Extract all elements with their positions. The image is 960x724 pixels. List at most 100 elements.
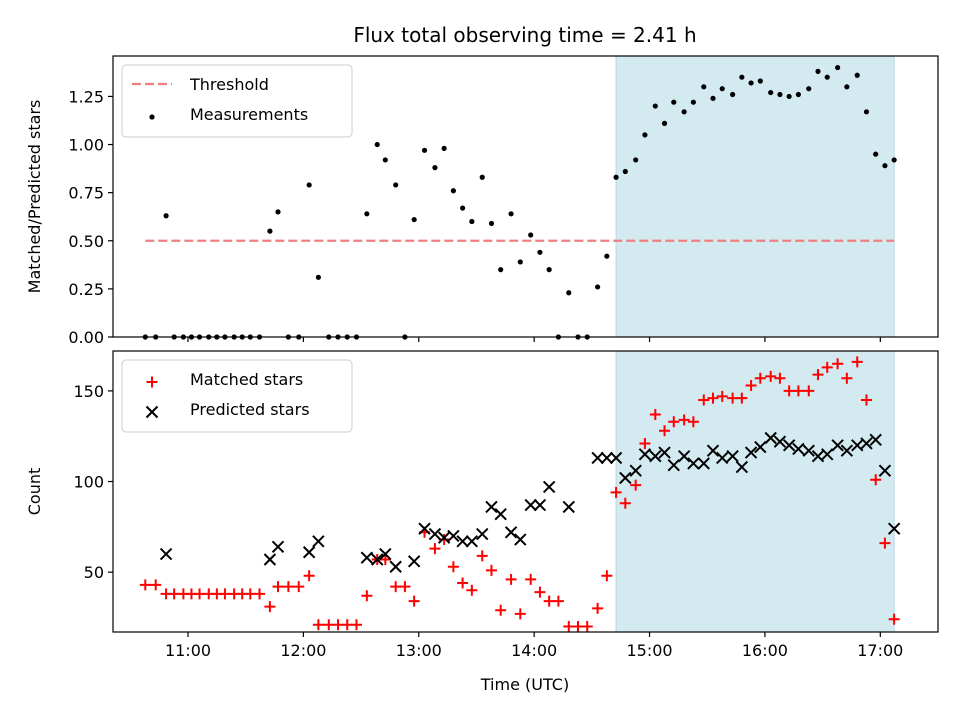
- measurement-point: [267, 228, 273, 234]
- top-legend: Threshold Measurements: [121, 64, 353, 138]
- measurement-point: [710, 95, 716, 101]
- measurement-point: [690, 99, 696, 105]
- x-tick-label: 13:00: [396, 641, 442, 660]
- predicted-star-point: [649, 449, 662, 463]
- bottom-y-tick-label: 100: [73, 473, 104, 492]
- predicted-star-point: [878, 464, 892, 477]
- panel-top: 0.00 0.25 0.50 0.75 1.00 1.25 Matched/Predicte…: [25, 55, 939, 347]
- x-tick-label: 17:00: [857, 641, 903, 660]
- top-y-tick-label: 1.25: [68, 87, 104, 106]
- predicted-star-point: [887, 522, 901, 535]
- measurement-point: [739, 74, 745, 80]
- matched-star-point: [495, 604, 507, 616]
- matched-star-point: [754, 372, 766, 384]
- bottom-y-tick-label: 150: [73, 382, 104, 401]
- top-y-tick-label: 0.00: [68, 328, 104, 347]
- matched-star-point: [821, 361, 833, 373]
- matched-star-point: [303, 570, 315, 582]
- measurement-point: [450, 188, 456, 194]
- matched-star-point: [639, 437, 651, 449]
- matched-star-point: [572, 621, 584, 633]
- panel-bottom: 50 100 150 11:00 12:00 13:00 14:00 15:00 16:00 17…: [25, 350, 939, 660]
- matched-star-point: [168, 588, 180, 600]
- x-tick-label: 15:00: [626, 641, 672, 660]
- matched-star-point: [698, 394, 710, 406]
- predicted-star-point: [677, 449, 691, 463]
- matched-star-point: [581, 621, 593, 633]
- x-tick-label: 16:00: [742, 641, 788, 660]
- measurement-point: [374, 141, 380, 148]
- measurement-point: [863, 109, 870, 115]
- x-tick-label: 14:00: [511, 641, 557, 660]
- measurement-point: [768, 89, 774, 96]
- predicted-star-point: [658, 446, 671, 459]
- measurement-point: [163, 213, 169, 219]
- matched-star-point: [707, 392, 719, 404]
- matched-star-point: [678, 414, 690, 426]
- bottom-series-1: [159, 431, 901, 573]
- matched-star-point: [139, 579, 151, 591]
- measurement-point: [652, 103, 658, 109]
- measurement-point: [891, 157, 897, 163]
- matched-star-point: [543, 595, 555, 607]
- predicted-star-point: [514, 533, 527, 546]
- matched-star-point: [194, 588, 206, 600]
- measurement-point: [835, 64, 841, 71]
- predicted-star-point: [754, 440, 767, 454]
- predicted-star-point: [407, 555, 421, 568]
- matched-star-point: [534, 586, 546, 598]
- matched-star-point: [668, 416, 680, 428]
- legend-measurement-swatch: [149, 114, 155, 120]
- measurement-point: [795, 91, 801, 98]
- measurement-point: [604, 253, 610, 259]
- matched-star-point: [870, 474, 882, 486]
- measurement-point: [786, 93, 792, 100]
- measurement-point: [411, 216, 417, 223]
- top-axes-frame: [112, 55, 939, 338]
- top-legend-box: [121, 64, 353, 138]
- predicted-star-point: [263, 553, 277, 566]
- matched-star-point: [812, 369, 824, 381]
- matched-star-point: [592, 602, 604, 614]
- bottom-y-axis-label: Count: [25, 468, 44, 516]
- matched-star-point: [619, 497, 631, 509]
- top-y-tick-label: 0.25: [68, 280, 104, 299]
- measurement-point: [498, 267, 504, 273]
- measurement-point: [748, 80, 754, 86]
- legend-label: Threshold: [189, 75, 269, 94]
- matched-star-point: [341, 619, 353, 631]
- measurement-point: [517, 259, 523, 265]
- measurement-point: [393, 182, 399, 188]
- predicted-star-point: [831, 439, 844, 452]
- measurement-point: [528, 232, 534, 238]
- matched-star-point: [408, 595, 420, 607]
- matched-star-point: [457, 577, 469, 589]
- measurement-point: [479, 174, 485, 180]
- chart-title: Flux total observing time = 2.41 h: [353, 23, 696, 47]
- predicted-star-point: [609, 451, 623, 465]
- bottom-axes-frame: [112, 350, 939, 633]
- predicted-star-point: [600, 451, 614, 465]
- predicted-star-point: [619, 471, 632, 485]
- matched-star-point: [851, 356, 863, 368]
- top-y-axis-label: Matched/Predicted stars: [25, 100, 44, 294]
- measurement-point: [622, 168, 628, 175]
- measurement-point: [613, 174, 619, 180]
- matched-star-point: [485, 564, 497, 576]
- bottom-series-0: [139, 356, 900, 633]
- top-highlight-region: [615, 55, 895, 338]
- predicted-star-point: [476, 527, 489, 541]
- predicted-star-point: [735, 460, 749, 474]
- measurement-point: [806, 86, 812, 92]
- matched-star-point: [888, 613, 900, 625]
- predicted-star-point: [456, 535, 469, 548]
- matched-star-point: [282, 581, 294, 593]
- predicted-star-point: [629, 464, 642, 477]
- legend-predicted-swatch: [145, 405, 159, 419]
- matched-star-point: [630, 479, 642, 491]
- predicted-star-point: [638, 448, 652, 461]
- measurement-point: [275, 209, 281, 215]
- predicted-star-point: [744, 446, 758, 459]
- measurement-point: [364, 211, 370, 217]
